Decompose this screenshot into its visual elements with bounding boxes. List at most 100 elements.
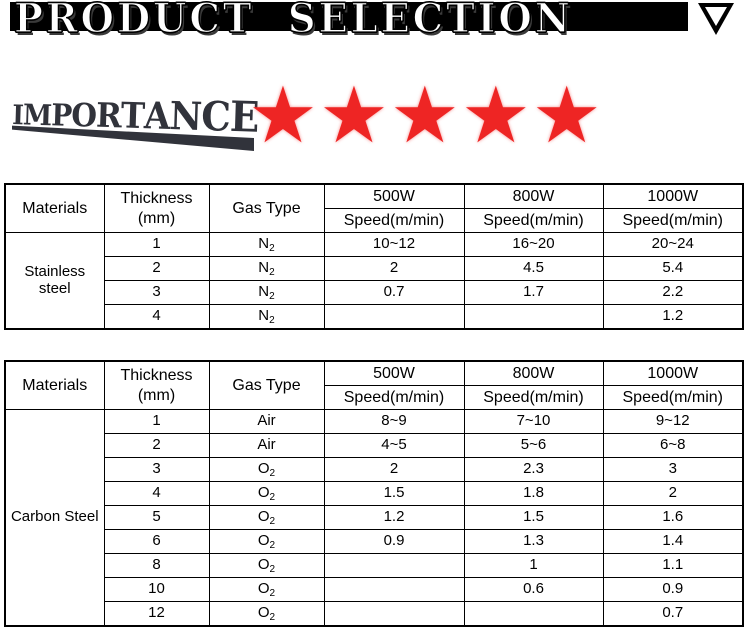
thickness-header: Thickness (mm): [103, 183, 210, 233]
gas-subscript: 2: [269, 612, 276, 624]
table-row: 10 O2 0.6 0.9: [5, 577, 744, 602]
thickness-cell: 8: [103, 553, 210, 578]
gas-subscript: 2: [269, 267, 275, 279]
gas-cell: O2: [208, 529, 325, 554]
table-body: Carbon Steel 1 Air 8~9 7~10 9~12 2 Air 4~5 5~6 6~8…: [4, 409, 744, 627]
importance-letter: M: [22, 97, 52, 133]
gas-subscript: 2: [269, 540, 276, 552]
speed-cell: 2.3: [463, 457, 604, 482]
gas-symbol: O: [257, 484, 270, 502]
gas-cell: N2: [208, 256, 325, 281]
gas-cell: Air: [208, 433, 325, 458]
down-triangle-icon: [698, 3, 734, 35]
star-icon: ★: [318, 71, 390, 161]
star-icon: ★: [248, 71, 319, 161]
power-header: 500W: [323, 360, 465, 386]
table-row: 2 Air 4~5 5~6 6~8: [5, 433, 744, 458]
speed-cell: 1.2: [323, 505, 465, 530]
speed-cell: 4.5: [463, 256, 604, 281]
speed-header: Speed(m/min): [602, 208, 744, 233]
gas-cell: Air: [208, 409, 325, 434]
speed-cell: 1.1: [602, 553, 744, 578]
speed-cell: 1.2: [602, 304, 744, 330]
speed-cell: 1.3: [463, 529, 604, 554]
gas-cell: O2: [208, 505, 325, 530]
speed-cell: 9~12: [602, 409, 744, 434]
speed-cell: 6~8: [602, 433, 744, 458]
gas-symbol: O: [257, 604, 270, 622]
speed-cell: 0.9: [602, 577, 744, 602]
gas-subscript: 2: [269, 243, 275, 255]
table-header: Materials Thickness (mm) Gas Type 500W 8…: [4, 183, 744, 233]
table-row: 3 O2 2 2.3 3: [5, 457, 744, 482]
power-header: 500W: [323, 183, 465, 209]
importance-letter: A: [143, 93, 171, 138]
speed-cell: 1.5: [463, 505, 604, 530]
material-cell: Carbon Steel: [4, 409, 105, 627]
page-title: PRODUCT SELECTION: [13, 0, 573, 42]
speed-header: Speed(m/min): [463, 208, 604, 233]
gas-type-header: Gas Type: [208, 183, 325, 233]
speed-cell: 2.2: [602, 280, 744, 305]
star-icon: ★: [389, 71, 461, 161]
table-row: 3 N2 0.7 1.7 2.2: [5, 280, 744, 305]
importance-letter: C: [200, 91, 231, 141]
table-header: Materials Thickness (mm) Gas Type 500W 8…: [4, 360, 744, 410]
gas-subscript: 2: [269, 291, 275, 303]
importance-letter: R: [95, 94, 122, 136]
table-body: Stainless steel 1 N2 10~12 16~20 20~24 2 N2 2 4.5…: [4, 232, 744, 330]
gas-cell: N2: [208, 232, 325, 257]
materials-header: Materials: [4, 183, 105, 233]
speed-cell: 0.9: [323, 529, 465, 554]
thickness-cell: 10: [103, 577, 210, 602]
speed-cell: 0.7: [602, 601, 744, 627]
table-row: 4 N2 1.2: [5, 304, 744, 330]
carbon-steel-table: Materials Thickness (mm) Gas Type 500W 8…: [4, 360, 744, 627]
speed-cell: 3: [602, 457, 744, 482]
importance-letter: P: [50, 98, 72, 134]
thickness-cell: 3: [103, 457, 210, 482]
thickness-cell: 2: [103, 256, 210, 281]
gas-symbol: O: [257, 580, 270, 598]
gas-symbol: O: [257, 556, 270, 574]
table-row: 8 O2 1 1.1: [5, 553, 744, 578]
speed-cell: [323, 553, 465, 578]
importance-letter: T: [120, 95, 145, 138]
gas-symbol: N: [258, 235, 270, 253]
speed-cell: [463, 304, 604, 330]
thickness-cell: 2: [103, 433, 210, 458]
speed-cell: [463, 601, 604, 627]
thickness-header: Thickness (mm): [103, 360, 210, 410]
banner: PRODUCT SELECTION: [10, 0, 688, 39]
gas-cell: O2: [208, 553, 325, 578]
star-icon: ★: [460, 71, 532, 161]
speed-cell: 1: [463, 553, 604, 578]
gas-subscript: 2: [269, 315, 275, 327]
table-row: 5 O2 1.2 1.5 1.6: [5, 505, 744, 530]
speed-cell: 20~24: [602, 232, 744, 257]
speed-cell: 1.8: [463, 481, 604, 506]
gas-subscript: 2: [269, 492, 276, 504]
speed-cell: 0.7: [323, 280, 465, 305]
speed-cell: 1.4: [602, 529, 744, 554]
table-row: 6 O2 0.9 1.3 1.4: [5, 529, 744, 554]
gas-cell: O2: [208, 481, 325, 506]
speed-cell: 1.6: [602, 505, 744, 530]
gas-subscript: 2: [269, 516, 276, 528]
table-row: 12 O2 0.7: [5, 601, 744, 627]
speed-cell: 5.4: [602, 256, 744, 281]
speed-cell: [323, 601, 465, 627]
gas-cell: N2: [208, 304, 325, 330]
gas-symbol: N: [258, 307, 270, 325]
table-row: 2 N2 2 4.5 5.4: [5, 256, 744, 281]
speed-cell: 7~10: [463, 409, 604, 434]
gas-symbol: O: [257, 532, 270, 550]
gas-symbol: N: [258, 259, 270, 277]
speed-cell: 5~6: [463, 433, 604, 458]
speed-cell: [323, 304, 465, 330]
speed-cell: [323, 577, 465, 602]
material-cell: Stainless steel: [4, 232, 105, 330]
gas-symbol: O: [257, 460, 270, 478]
gas-symbol: Air: [257, 436, 276, 454]
speed-cell: 16~20: [463, 232, 604, 257]
